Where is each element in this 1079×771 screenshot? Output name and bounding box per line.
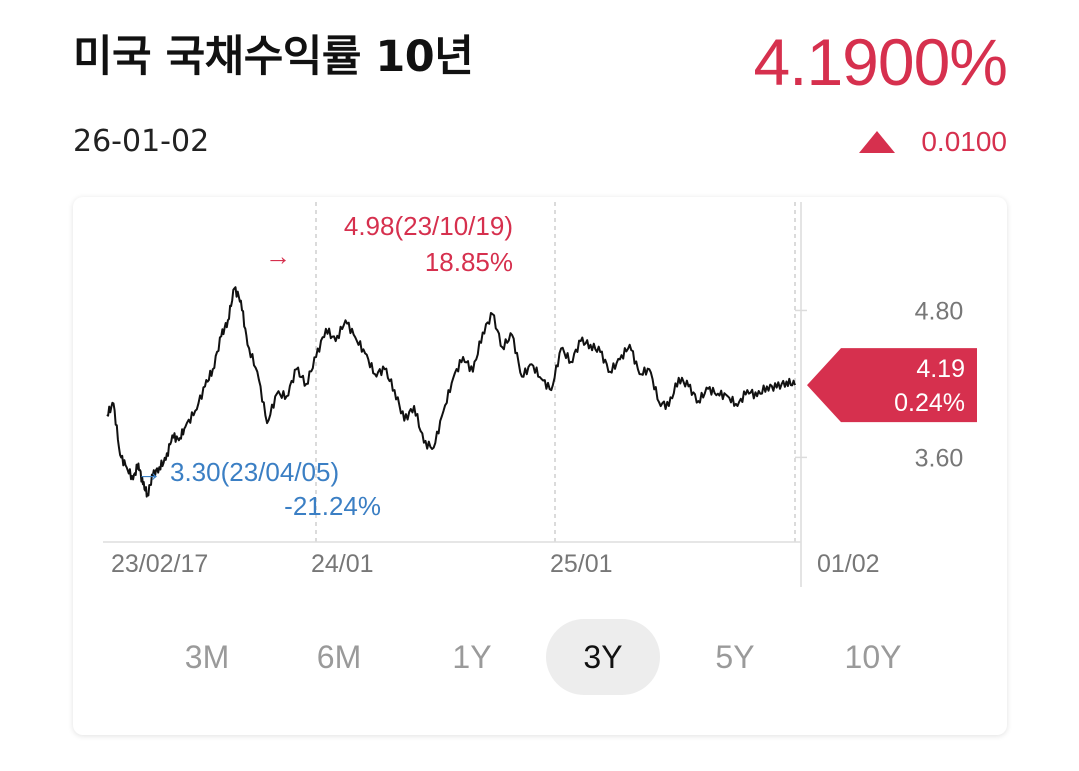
period-selector: 3M 6M 1Y 3Y 5Y 10Y	[73, 619, 1007, 695]
min-annotation-label: 3.30(23/04/05)	[170, 457, 339, 487]
period-tab-10y[interactable]: 10Y	[844, 638, 902, 675]
x-tick-label: 24/01	[311, 550, 374, 578]
x-axis-ticks: 23/02/17 24/01 25/01 01/02	[111, 550, 880, 578]
y-tick-label: 4.80	[915, 297, 964, 325]
series-line	[106, 286, 796, 498]
current-change-text: 0.24%	[894, 389, 965, 417]
x-tick-label: 01/02	[817, 550, 880, 578]
yield-line-chart[interactable]: → 4.98(23/10/19) 18.85% → 3.30(23/04/05) -21.…	[73, 197, 1007, 617]
period-tab-3m[interactable]: 3M	[184, 638, 230, 675]
period-tab-1y[interactable]: 1Y	[452, 638, 492, 675]
current-price: 4.1900%	[753, 25, 1008, 99]
up-triangle-icon	[859, 131, 896, 153]
price-change-value: 0.0100	[921, 126, 1007, 157]
chart-annotations: → 4.98(23/10/19) 18.85% → 3.30(23/04/05) -21.…	[136, 211, 977, 521]
page-title: 미국 국채수익률 10년	[73, 32, 474, 82]
y-axis-ticks: 4.80 3.60	[915, 297, 964, 472]
period-tab-5y[interactable]: 5Y	[715, 638, 755, 675]
quote-date: 26-01-02	[73, 124, 210, 159]
chart-card: → 4.98(23/10/19) 18.85% → 3.30(23/04/05) -21.…	[73, 197, 1007, 735]
max-annotation-label: 4.98(23/10/19)	[344, 211, 513, 241]
current-value-tag	[807, 348, 977, 423]
series-line-layer	[106, 286, 796, 498]
y-tick-label: 3.60	[915, 444, 964, 472]
max-annotation-change: 18.85%	[425, 247, 513, 277]
x-tick-label: 23/02/17	[111, 550, 208, 578]
period-tab-3y[interactable]: 3Y	[546, 619, 660, 695]
min-annotation-change: -21.24%	[284, 491, 381, 521]
chart-grid	[103, 202, 807, 587]
period-tab-6m[interactable]: 6M	[316, 638, 362, 675]
arrow-right-icon: →	[265, 241, 291, 271]
current-value-text: 4.19	[916, 355, 965, 383]
x-tick-label: 25/01	[550, 550, 613, 578]
price-change: 0.0100	[859, 126, 1007, 158]
arrow-right-icon: →	[136, 457, 162, 487]
